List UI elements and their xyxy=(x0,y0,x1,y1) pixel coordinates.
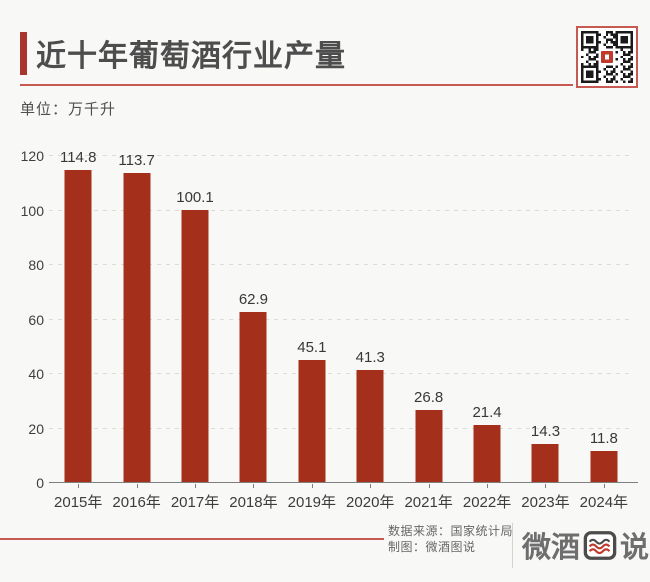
bar-column-2018年: 62.9 2018年 xyxy=(224,156,282,511)
gridline-100 xyxy=(49,209,633,211)
qr-code-pattern xyxy=(581,31,633,83)
x-axis-label: 2022年 xyxy=(462,494,512,511)
bar-value-label: 11.8 xyxy=(589,429,618,447)
gridline-40 xyxy=(49,373,633,374)
x-axis-label: 2021年 xyxy=(404,494,453,511)
x-axis-label: 2017年 xyxy=(170,494,220,511)
gridline-20 xyxy=(49,427,633,429)
bar-chart: 114.8 2015年 113.7 2016年 100.1 2017年 62.9 2018年 4… xyxy=(49,149,638,511)
x-axis-tick xyxy=(487,484,489,488)
x-axis-line xyxy=(49,482,638,483)
brand-logo: 微酒 说 xyxy=(522,527,650,564)
credit-text: 制图：微酒图说 xyxy=(388,540,476,554)
x-axis-label: 2020年 xyxy=(346,494,395,511)
data-source-text: 数据来源：国家统计局 xyxy=(388,524,514,538)
y-tick-label-60: 60 xyxy=(28,311,44,328)
y-tick-label-20: 20 xyxy=(28,420,44,437)
bar-value-label: 26.8 xyxy=(414,388,444,406)
x-axis-label: 2015年 xyxy=(54,494,103,511)
x-axis-tick xyxy=(195,484,197,488)
bar: 45.1 xyxy=(297,339,326,483)
y-tick-label-100: 100 xyxy=(20,202,44,219)
x-axis-label: 2023年 xyxy=(521,494,570,511)
bar-column-2015年: 114.8 2015年 xyxy=(49,149,107,511)
bar-column-2020年: 41.3 2020年 xyxy=(341,156,399,511)
bar-value-label: 14.3 xyxy=(530,423,561,441)
bar: 26.8 xyxy=(414,389,443,483)
bar-column-2019年: 45.1 2019年 xyxy=(283,156,341,511)
gridline-80 xyxy=(49,264,633,265)
y-tick-label-0: 0 xyxy=(36,475,44,491)
bar-column-2021年: 26.8 2021年 xyxy=(399,156,457,511)
bar-column-2023年: 14.3 2023年 xyxy=(516,156,574,511)
x-axis-tick xyxy=(136,484,138,488)
logo-text-left: 微酒 xyxy=(522,532,581,564)
x-axis-label: 2016年 xyxy=(112,494,161,511)
x-axis-label: 2018年 xyxy=(229,494,278,511)
bar-column-2024年: 11.8 2024年 xyxy=(575,156,633,511)
bar: 114.8 xyxy=(60,149,96,483)
x-axis-label: 2024年 xyxy=(579,494,629,511)
x-axis-tick xyxy=(253,484,255,488)
y-tick-label-40: 40 xyxy=(28,366,44,382)
gridline-60 xyxy=(49,318,633,320)
bar: 11.8 xyxy=(590,430,618,483)
bar-column-2016年: 113.7 2016年 xyxy=(107,152,165,511)
bar-value-label: 100.1 xyxy=(176,189,214,207)
footer-source-block: 数据来源：国家统计局 制图：微酒图说 xyxy=(388,523,513,555)
x-axis-tick xyxy=(370,484,372,488)
gridline-120 xyxy=(49,155,633,156)
x-axis-tick xyxy=(311,484,313,488)
bar: 14.3 xyxy=(531,423,560,483)
x-axis-tick xyxy=(78,484,80,488)
page-title: 近十年葡萄酒行业产量 xyxy=(36,40,346,73)
y-tick-label-120: 120 xyxy=(20,148,44,164)
footer-divider xyxy=(512,523,513,568)
bar: 113.7 xyxy=(118,152,155,483)
bar-value-label: 45.1 xyxy=(297,339,327,357)
bar-value-label: 41.3 xyxy=(355,349,385,367)
y-tick-label-80: 80 xyxy=(28,257,44,273)
x-axis-tick xyxy=(545,484,547,488)
qr-code xyxy=(576,26,638,88)
title-accent-bar xyxy=(20,32,27,75)
x-axis-tick xyxy=(428,484,430,488)
bar-column-2017年: 100.1 2017年 xyxy=(166,156,224,511)
bars: 114.8 2015年 113.7 2016年 100.1 2017年 62.9 2018年 4… xyxy=(49,149,633,511)
bar: 100.1 xyxy=(176,189,214,483)
x-axis-label: 2019年 xyxy=(287,494,337,511)
logo-text-right: 说 xyxy=(620,532,650,564)
bar-value-label: 113.7 xyxy=(118,152,155,170)
unit-label: 单位：万千升 xyxy=(20,101,117,118)
x-axis-tick xyxy=(603,484,605,488)
bar: 41.3 xyxy=(356,349,385,483)
y-axis-labels: 0 20 40 60 80 100 120 xyxy=(0,148,44,491)
title-underline xyxy=(20,84,573,86)
bar-value-label: 114.8 xyxy=(59,149,97,167)
bar: 21.4 xyxy=(472,404,502,483)
bar-column-2022年: 21.4 2022年 xyxy=(458,156,516,511)
bar-value-label: 21.4 xyxy=(472,403,502,421)
logo-boxed-glyph xyxy=(583,530,617,560)
bar: 62.9 xyxy=(239,291,268,483)
footer-accent-line xyxy=(0,538,384,540)
bar-value-label: 62.9 xyxy=(238,290,269,308)
